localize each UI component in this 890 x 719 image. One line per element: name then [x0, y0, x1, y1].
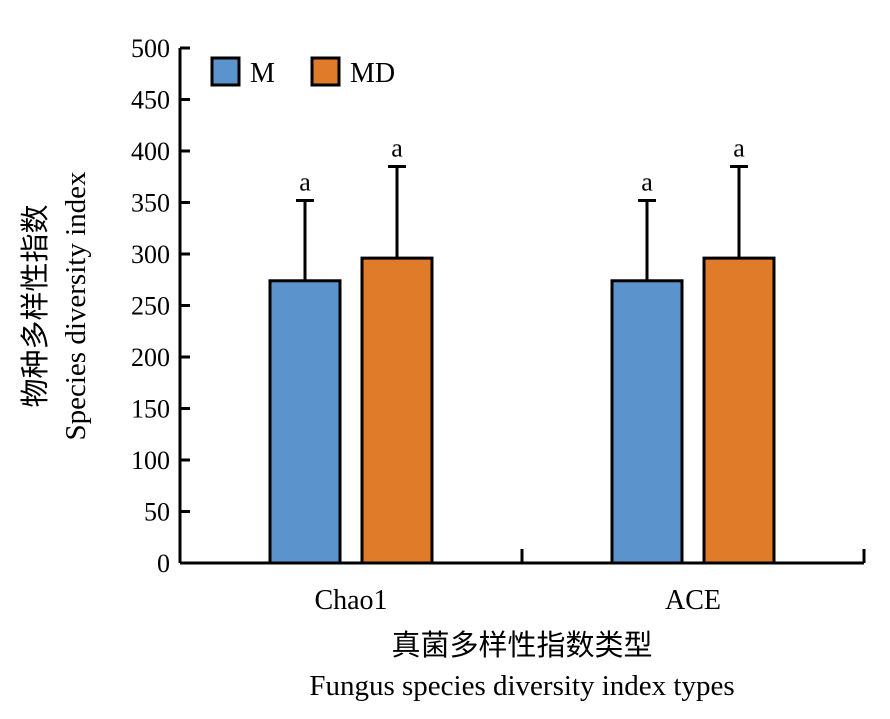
- significance-label: a: [733, 133, 745, 162]
- x-axis-title-en: Fungus species diversity index types: [309, 670, 734, 702]
- x-tick-label: ACE: [665, 585, 721, 616]
- x-tick-label: Chao1: [314, 585, 387, 616]
- bar: [360, 256, 434, 565]
- y-tick-label: 450: [131, 86, 170, 115]
- legend-swatch: [210, 56, 241, 87]
- bars: a a a a: [268, 133, 776, 565]
- x-axis-title-cn: 真菌多样性指数类型: [391, 629, 652, 662]
- bar: [268, 279, 342, 565]
- bar: [702, 256, 776, 565]
- y-tick-label: 200: [131, 343, 170, 372]
- y-tick-label: 100: [131, 446, 170, 475]
- legend-label: MD: [350, 58, 395, 89]
- y-axis: 0 50 100 150 200 250 300 350 400 450 500: [131, 34, 190, 578]
- y-axis-title-en: Species diversity index: [60, 171, 92, 441]
- legend: M MD: [210, 56, 395, 89]
- significance-label: a: [391, 133, 403, 162]
- y-tick-label: 150: [131, 395, 170, 424]
- significance-label: a: [299, 167, 311, 196]
- y-axis-title-cn: 物种多样性指数: [19, 204, 52, 407]
- legend-label: M: [250, 58, 275, 89]
- y-tick-label: 400: [131, 137, 170, 166]
- y-tick-label: 350: [131, 189, 170, 218]
- y-tick-label: 500: [131, 34, 170, 63]
- y-tick-label: 250: [131, 292, 170, 321]
- y-tick-label: 50: [144, 498, 170, 527]
- y-tick-label: 0: [157, 549, 170, 578]
- bar: [610, 279, 684, 565]
- y-tick-label: 300: [131, 240, 170, 269]
- significance-label: a: [641, 167, 653, 196]
- legend-swatch: [310, 56, 341, 87]
